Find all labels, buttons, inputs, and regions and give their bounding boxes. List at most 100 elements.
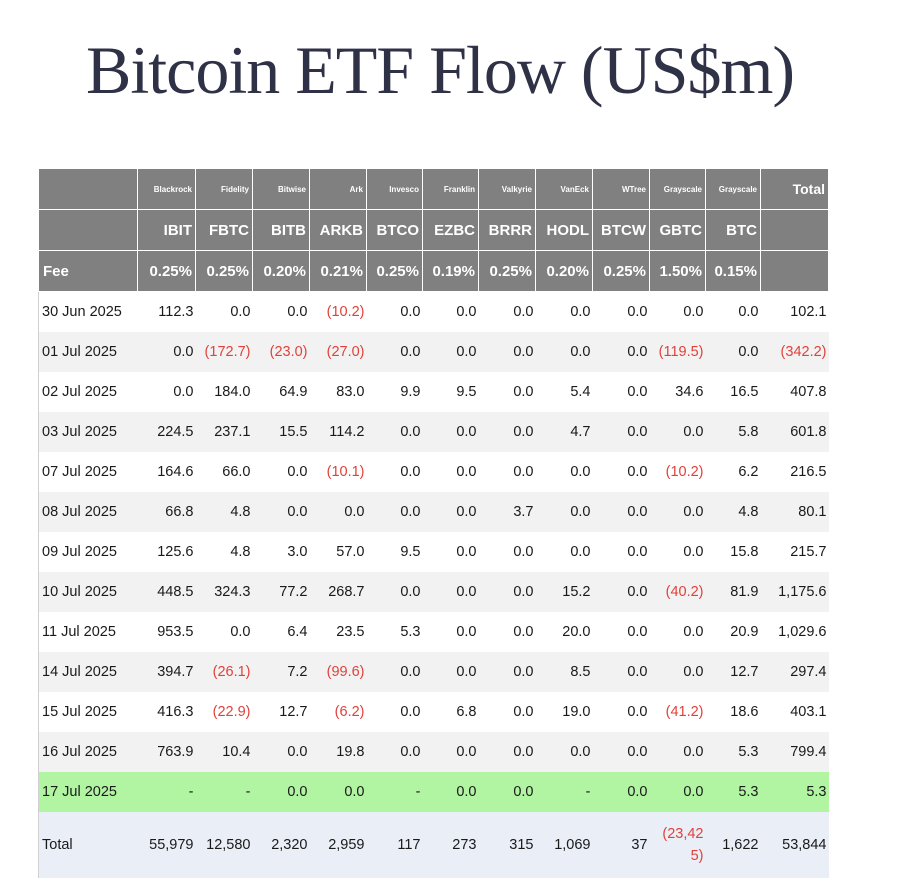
value-cell: 0.0: [137, 332, 196, 372]
date-cell: 10 Jul 2025: [38, 572, 138, 612]
fee-cell: 0.25%: [592, 250, 650, 292]
value-cell: 112.3: [137, 291, 196, 332]
value-cell: 164.6: [137, 452, 196, 492]
value-cell: 0.0: [592, 372, 650, 412]
value-cell: 57.0: [309, 532, 367, 572]
value-cell: 0.0: [592, 291, 650, 332]
value-cell: 0.0: [252, 732, 310, 772]
value-cell: 0.0: [478, 572, 536, 612]
value-cell: 0.0: [592, 732, 650, 772]
total-value-cell: 2,320: [252, 812, 310, 878]
value-cell: 5.3: [705, 772, 761, 812]
etf-flow-table: Blackrock Fidelity Bitwise Ark Invesco Frankl…: [38, 168, 829, 878]
ticker-header: BTC: [705, 209, 761, 251]
value-cell: 0.0: [252, 492, 310, 532]
value-cell: (119.5): [649, 332, 706, 372]
value-cell: 0.0: [309, 492, 367, 532]
value-cell: (10.1): [309, 452, 367, 492]
ticker-header: EZBC: [422, 209, 479, 251]
fee-cell: 0.20%: [535, 250, 593, 292]
value-cell: 0.0: [592, 652, 650, 692]
fee-cell: 1.50%: [649, 250, 706, 292]
value-cell: 0.0: [478, 772, 536, 812]
ticker-header: HODL: [535, 209, 593, 251]
fee-cell: 0.25%: [478, 250, 536, 292]
value-cell: (99.6): [309, 652, 367, 692]
value-cell: 0.0: [366, 452, 423, 492]
date-cell: 01 Jul 2025: [38, 332, 138, 372]
ticker-header: BITB: [252, 209, 310, 251]
value-cell: 6.2: [705, 452, 761, 492]
value-cell: 0.0: [195, 291, 253, 332]
date-cell: 02 Jul 2025: [38, 372, 138, 412]
value-cell: 5.4: [535, 372, 593, 412]
table-row: 03 Jul 2025 224.5 237.1 15.5 114.2 0.0 0.0 0.0 4…: [38, 412, 829, 452]
value-cell: 0.0: [649, 652, 706, 692]
value-cell: 1,029.6: [760, 612, 829, 652]
value-cell: 77.2: [252, 572, 310, 612]
value-cell: 0.0: [366, 291, 423, 332]
value-cell: 0.0: [478, 732, 536, 772]
value-cell: 0.0: [535, 532, 593, 572]
table-row: 08 Jul 2025 66.8 4.8 0.0 0.0 0.0 0.0 3.7 0.0 0.0 0…: [38, 492, 829, 532]
value-cell: 0.0: [478, 291, 536, 332]
value-cell: 416.3: [137, 692, 196, 732]
value-cell: 23.5: [309, 612, 367, 652]
ticker-header: FBTC: [195, 209, 253, 251]
value-cell: 81.9: [705, 572, 761, 612]
value-cell: 15.5: [252, 412, 310, 452]
value-cell: 0.0: [366, 492, 423, 532]
total-value-cell: 2,959: [309, 812, 367, 878]
table-row: 30 Jun 2025 112.3 0.0 0.0 (10.2) 0.0 0.0 0.0 0.0…: [38, 291, 829, 332]
issuer-header-row: Blackrock Fidelity Bitwise Ark Invesco Frankl…: [38, 168, 829, 210]
value-cell: 394.7: [137, 652, 196, 692]
value-cell: 0.0: [422, 412, 479, 452]
value-cell: 0.0: [705, 291, 761, 332]
value-cell: 268.7: [309, 572, 367, 612]
value-cell: 18.6: [705, 692, 761, 732]
value-cell: 0.0: [252, 291, 310, 332]
date-cell: 03 Jul 2025: [38, 412, 138, 452]
issuer-header: Franklin: [422, 168, 479, 210]
value-cell: 4.7: [535, 412, 593, 452]
value-cell: 4.8: [195, 492, 253, 532]
total-value-cell: 315: [478, 812, 536, 878]
value-cell: 216.5: [760, 452, 829, 492]
value-cell: 0.0: [649, 291, 706, 332]
value-cell: 6.8: [422, 692, 479, 732]
value-cell: 64.9: [252, 372, 310, 412]
value-cell: (22.9): [195, 692, 253, 732]
value-cell: 66.0: [195, 452, 253, 492]
value-cell: 5.3: [366, 612, 423, 652]
value-cell: 297.4: [760, 652, 829, 692]
value-cell: 0.0: [592, 492, 650, 532]
value-cell: 0.0: [478, 412, 536, 452]
issuer-header: WTree: [592, 168, 650, 210]
value-cell: 763.9: [137, 732, 196, 772]
value-cell: -: [195, 772, 253, 812]
value-cell: (41.2): [649, 692, 706, 732]
total-value-cell: 273: [422, 812, 479, 878]
total-value-cell: 37: [592, 812, 650, 878]
total-value-cell: 12,580: [195, 812, 253, 878]
value-cell: 953.5: [137, 612, 196, 652]
value-cell: 0.0: [422, 532, 479, 572]
fee-label: Fee: [38, 250, 138, 292]
value-cell: 237.1: [195, 412, 253, 452]
value-cell: 0.0: [478, 692, 536, 732]
table-row: 14 Jul 2025 394.7 (26.1) 7.2 (99.6) 0.0 0.0 0.0…: [38, 652, 829, 692]
value-cell: 3.0: [252, 532, 310, 572]
value-cell: 0.0: [478, 612, 536, 652]
value-cell: 0.0: [422, 652, 479, 692]
value-cell: (27.0): [309, 332, 367, 372]
value-cell: 0.0: [137, 372, 196, 412]
value-cell: 125.6: [137, 532, 196, 572]
value-cell: 80.1: [760, 492, 829, 532]
value-cell: -: [535, 772, 593, 812]
value-cell: 0.0: [478, 332, 536, 372]
value-cell: (23.0): [252, 332, 310, 372]
value-cell: (172.7): [195, 332, 253, 372]
value-cell: 0.0: [592, 412, 650, 452]
date-cell: 08 Jul 2025: [38, 492, 138, 532]
date-cell: 11 Jul 2025: [38, 612, 138, 652]
